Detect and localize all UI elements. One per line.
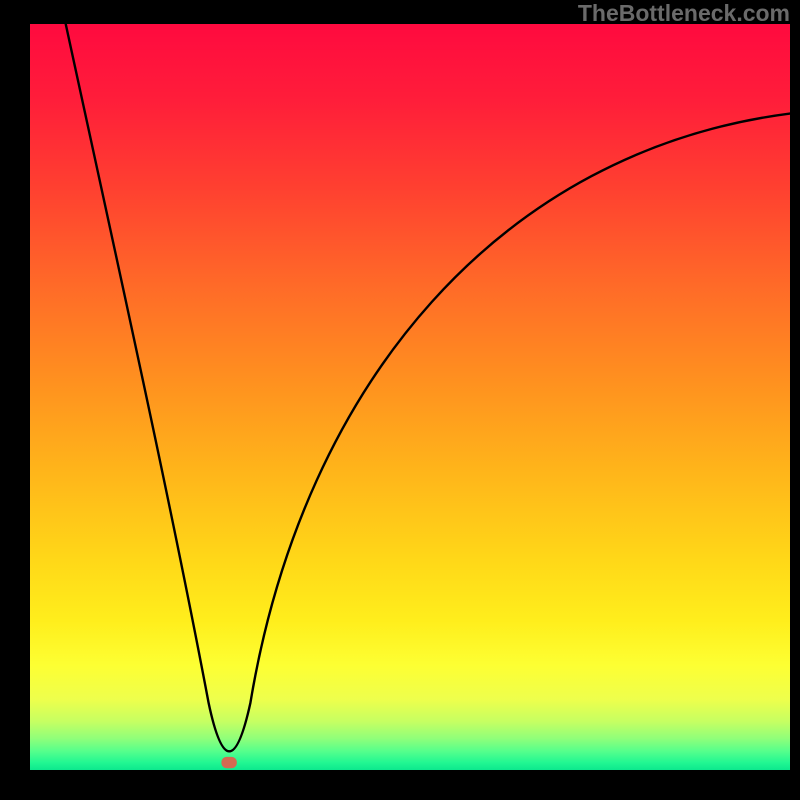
chart-svg — [30, 24, 790, 770]
gradient-background — [30, 24, 790, 770]
minimum-marker — [222, 757, 236, 767]
chart-frame: TheBottleneck.com — [0, 0, 800, 800]
plot-area — [30, 24, 790, 770]
watermark-text: TheBottleneck.com — [578, 0, 790, 27]
